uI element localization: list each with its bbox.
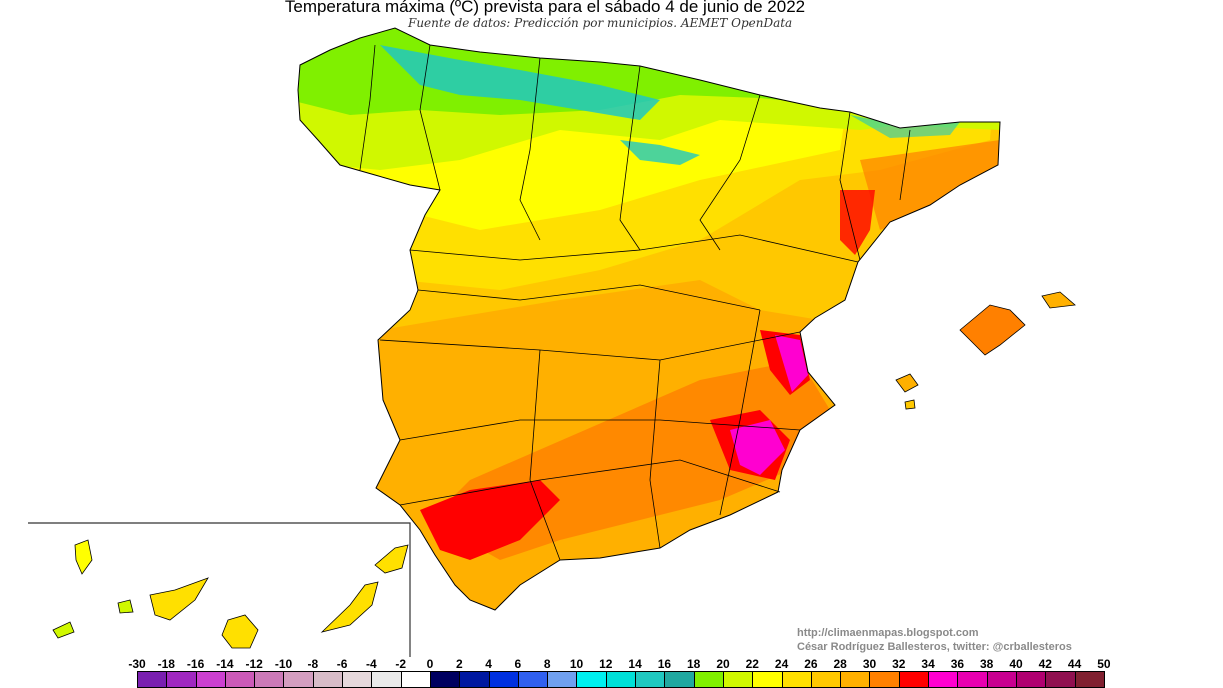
legend-label: 30: [862, 657, 877, 671]
legend-label: -6: [336, 657, 348, 671]
legend-label: 14: [628, 657, 642, 671]
legend-color-box: [899, 672, 930, 687]
legend-label: -10: [274, 657, 293, 671]
color-legend: [137, 671, 1105, 688]
legend-color-box: [255, 672, 285, 687]
province-borders: [297, 27, 1001, 611]
iberian-peninsula: [298, 28, 1000, 610]
legend-color-box: [489, 672, 519, 687]
map-subtitle: Fuente de datos: Predicción por municipi…: [408, 16, 793, 30]
legend-color-box: [694, 672, 724, 687]
legend-color-box: [138, 672, 168, 687]
legend-label: -12: [245, 657, 263, 671]
legend-color-box: [225, 672, 256, 687]
legend-color-box: [401, 672, 431, 687]
legend-label: 34: [921, 657, 935, 671]
legend-label: 2: [455, 657, 463, 671]
legend-label: 38: [980, 657, 994, 671]
legend-color-box: [548, 672, 578, 687]
legend-label: 20: [716, 657, 730, 671]
credit-url: http://climaenmapas.blogspot.com: [797, 627, 979, 639]
legend-label: 0: [426, 657, 434, 671]
legend-color-box: [372, 672, 402, 687]
legend-label: -16: [186, 657, 205, 671]
legend-color-box: [753, 672, 783, 687]
legend-label: 10: [569, 657, 584, 671]
credit-author: César Rodríguez Ballesteros, twitter: @c…: [797, 641, 1072, 653]
legend-label: 26: [804, 657, 818, 671]
legend-color-box: [606, 672, 637, 687]
legend-color-box: [460, 672, 490, 687]
legend-label: 24: [774, 657, 789, 671]
legend-label: -8: [307, 657, 319, 671]
legend-label: 16: [657, 657, 672, 671]
legend-label: -14: [216, 657, 234, 671]
legend-label: 18: [687, 657, 701, 671]
legend-label: -30: [128, 657, 146, 671]
legend-label: 44: [1067, 657, 1082, 671]
legend-color-box: [343, 672, 373, 687]
legend-color-box: [665, 672, 695, 687]
legend-color-box: [1016, 672, 1047, 687]
legend-label: 8: [543, 657, 551, 671]
map-title: Temperatura máxima (ºC) prevista para el…: [284, 0, 806, 16]
legend-color-box: [782, 672, 812, 687]
legend-color-box: [1075, 672, 1104, 687]
legend-color-box: [167, 672, 197, 687]
legend-color-box: [1046, 672, 1076, 687]
legend-color-box: [430, 672, 461, 687]
balearic-islands: [895, 291, 1076, 410]
legend-color-box: [723, 672, 754, 687]
legend-label: -2: [395, 657, 407, 671]
legend-color-box: [929, 672, 959, 687]
legend-label: 36: [950, 657, 965, 671]
legend-label: -4: [366, 657, 377, 671]
legend-color-box: [636, 672, 666, 687]
legend-label: 6: [514, 657, 522, 671]
legend-color-box: [841, 672, 871, 687]
legend-label: 40: [1009, 657, 1023, 671]
legend-color-box: [958, 672, 988, 687]
legend-color-box: [313, 672, 344, 687]
legend-label: 32: [892, 657, 906, 671]
legend-label: 42: [1038, 657, 1052, 671]
legend-color-box: [987, 672, 1017, 687]
canary-islands-inset: [28, 522, 411, 657]
legend-color-box: [196, 672, 226, 687]
legend-color-box: [870, 672, 900, 687]
legend-label: 28: [833, 657, 847, 671]
legend-label: -18: [157, 657, 175, 671]
legend-label: 12: [599, 657, 613, 671]
legend-color-box: [518, 672, 549, 687]
legend-label: 22: [745, 657, 759, 671]
legend-color-box: [811, 672, 842, 687]
legend-color-box: [577, 672, 607, 687]
legend-color-box: [284, 672, 314, 687]
legend-label: 4: [485, 657, 492, 671]
legend-label: 50: [1097, 657, 1111, 671]
